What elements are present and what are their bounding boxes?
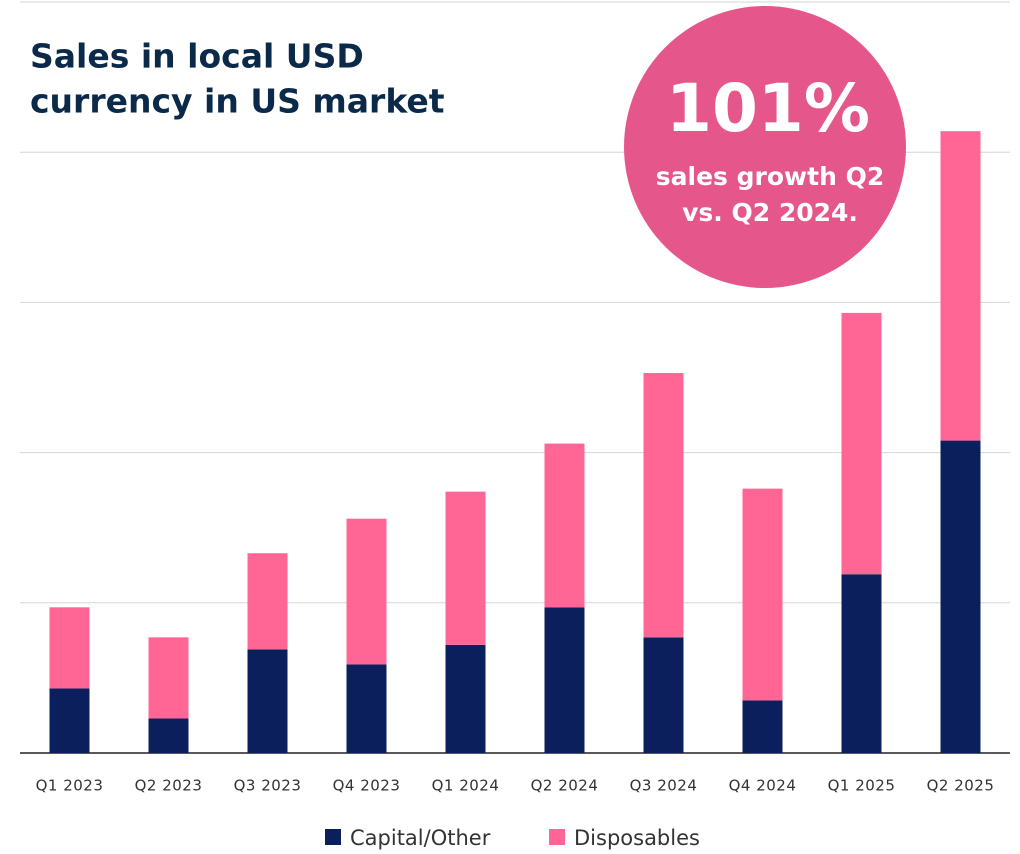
bar-segment [445, 491, 486, 645]
bar-segment [148, 718, 189, 753]
bar-segment [742, 488, 783, 701]
legend-label: Capital/Other [350, 826, 491, 850]
annotation-text: sales growth Q2 [656, 162, 884, 191]
bar-segment [49, 607, 90, 689]
bar-segment [247, 649, 288, 753]
bar-segment [346, 664, 387, 753]
bar-segment [544, 443, 585, 608]
x-tick-label: Q2 2023 [135, 777, 203, 795]
x-tick-label: Q3 2024 [630, 777, 698, 795]
legend-swatch [549, 829, 565, 845]
x-tick-label: Q2 2024 [531, 777, 599, 795]
bar-segment [148, 637, 189, 719]
chart-title: currency in US market [30, 82, 445, 121]
bar-segment [346, 518, 387, 665]
annotation-value: 101% [666, 70, 870, 147]
x-tick-label: Q2 2025 [927, 777, 995, 795]
x-tick-label: Q1 2023 [36, 777, 104, 795]
bar-segment [643, 372, 684, 638]
x-tick-label: Q4 2024 [729, 777, 797, 795]
annotation-bubble [624, 6, 906, 288]
bar-segment [940, 440, 981, 753]
chart-title: Sales in local USD [30, 37, 364, 76]
x-tick-label: Q1 2025 [828, 777, 896, 795]
annotation-text: vs. Q2 2024. [682, 198, 858, 227]
bar-segment [49, 688, 90, 753]
bar-segment [247, 553, 288, 650]
bar-segment [742, 700, 783, 753]
bar-segment [445, 644, 486, 753]
bar-segment [841, 574, 882, 753]
x-tick-label: Q3 2023 [234, 777, 302, 795]
x-tick-label: Q4 2023 [333, 777, 401, 795]
legend-swatch [325, 829, 341, 845]
bar-segment [841, 312, 882, 575]
x-tick-label: Q1 2024 [432, 777, 500, 795]
bar-segment [940, 131, 981, 441]
bar-segment [643, 637, 684, 753]
bar-segment [544, 607, 585, 753]
legend-label: Disposables [574, 826, 700, 850]
